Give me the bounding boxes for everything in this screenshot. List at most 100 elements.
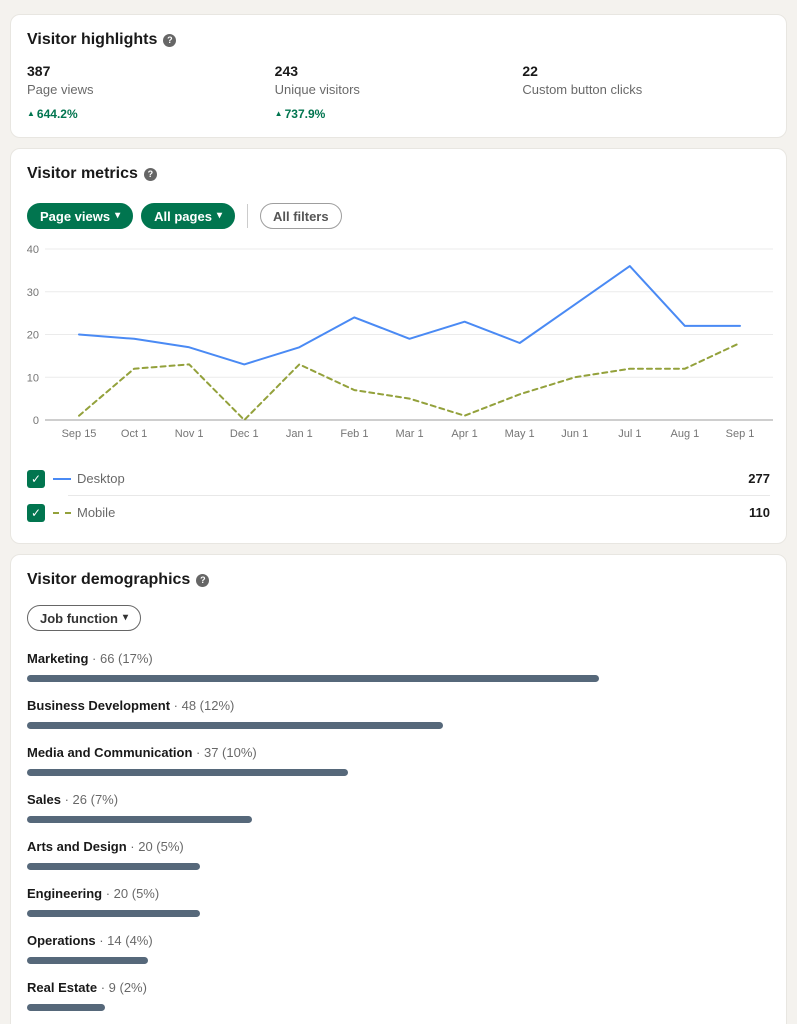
job-function-bar (27, 675, 600, 682)
demographic-row: Business Development · 48 (12%) (27, 698, 770, 729)
bar-track (27, 910, 770, 917)
demographic-row: Marketing · 66 (17%) (27, 651, 770, 682)
mobile-checkbox[interactable]: ✓ (27, 503, 45, 522)
all-pages-filter-dropdown[interactable]: All pages ▾ (141, 203, 235, 229)
svg-text:Jan 1: Jan 1 (286, 428, 313, 440)
job-function-count: · 26 (7%) (60, 792, 119, 807)
demographic-label: Marketing · 66 (17%) (27, 651, 770, 666)
demographic-label: Arts and Design · 20 (5%) (27, 839, 770, 854)
job-function-count: · 37 (10%) (192, 745, 257, 760)
svg-text:Aug 1: Aug 1 (671, 428, 700, 440)
demographic-label: Operations · 14 (4%) (27, 933, 770, 948)
bar-track (27, 769, 770, 776)
page-views-filter-dropdown[interactable]: Page views ▾ (27, 203, 134, 229)
stat-custom-button-clicks: 22 Custom button clicks (522, 63, 770, 121)
visitor-demographics-title-text: Visitor demographics (27, 571, 191, 588)
up-arrow-icon: ▲ (27, 109, 35, 118)
job-function-name: Arts and Design (27, 839, 127, 854)
bar-track (27, 722, 770, 729)
job-function-name: Operations (27, 933, 96, 948)
svg-text:30: 30 (27, 287, 39, 299)
job-function-bar (27, 863, 201, 870)
filter-label: Page views (40, 208, 111, 224)
metrics-filters: Page views ▾ All pages ▾ All filters (27, 203, 770, 229)
job-function-dropdown[interactable]: Job function ▾ (27, 605, 142, 631)
filter-label: All pages (154, 208, 212, 224)
demographic-label: Real Estate · 9 (2%) (27, 980, 770, 995)
job-function-name: Marketing (27, 651, 89, 666)
job-function-bar (27, 816, 253, 823)
job-function-bar (27, 769, 348, 776)
all-filters-button[interactable]: All filters (259, 203, 342, 229)
demographics-filter: Job function ▾ (27, 605, 770, 631)
demographic-row: Sales · 26 (7%) (27, 792, 770, 823)
svg-text:Apr 1: Apr 1 (451, 428, 477, 440)
demographics-list: Marketing · 66 (17%) Business Development… (27, 651, 770, 1024)
svg-text:10: 10 (27, 372, 39, 384)
svg-text:Oct 1: Oct 1 (121, 428, 147, 440)
demographic-label: Sales · 26 (7%) (27, 792, 770, 807)
job-function-count: · 66 (17%) (88, 651, 153, 666)
svg-text:Feb 1: Feb 1 (340, 428, 368, 440)
stat-label: Unique visitors (274, 82, 360, 97)
filter-label: All filters (272, 208, 329, 224)
legend-label: Desktop (77, 471, 125, 486)
help-icon[interactable]: ? (163, 33, 177, 47)
job-function-name: Media and Communication (27, 745, 193, 760)
stat-value: 22 (522, 63, 538, 79)
demographic-label: Engineering · 20 (5%) (27, 886, 770, 901)
desktop-line-sample (53, 477, 71, 480)
legend-label: Mobile (77, 505, 116, 520)
job-function-name: Business Development (27, 698, 171, 713)
demographic-row: Engineering · 20 (5%) (27, 886, 770, 917)
job-function-bar (27, 722, 444, 729)
visitor-metrics-line-chart: 0 10 20 30 40 Sep 15 Oct 1 Nov 1 Dec 1 Jan 1 Feb 1… (27, 243, 773, 446)
stat-change: ▲ 737.9% (275, 107, 523, 121)
job-function-count: · 9 (2%) (97, 980, 147, 995)
visitor-highlights-title: Visitor highlights ? (27, 31, 770, 49)
chevron-down-icon: ▾ (123, 612, 129, 623)
job-function-bar (27, 1004, 105, 1011)
job-function-name: Sales (27, 792, 61, 807)
svg-text:Dec 1: Dec 1 (230, 428, 259, 440)
stat-change-value: 644.2% (36, 107, 78, 121)
stat-label: Page views (27, 82, 94, 97)
svg-text:40: 40 (27, 244, 39, 256)
job-function-count: · 48 (12%) (170, 698, 235, 713)
chevron-down-icon: ▾ (216, 210, 222, 221)
bar-track (27, 1004, 770, 1011)
stat-value: 243 (274, 63, 299, 79)
visitor-metrics-title-text: Visitor metrics (27, 165, 138, 182)
job-function-name: Real Estate (27, 980, 98, 995)
highlight-stats: 387 Page views ▲ 644.2% 243 Unique visit… (27, 63, 770, 121)
legend-row-mobile: ✓ Mobile 110 (27, 498, 770, 527)
visitor-demographics-title: Visitor demographics ? (27, 571, 770, 589)
svg-text:0: 0 (33, 415, 39, 427)
visitor-highlights-title-text: Visitor highlights (27, 31, 158, 48)
demographic-row: Arts and Design · 20 (5%) (27, 839, 770, 870)
svg-text:Sep 15: Sep 15 (62, 428, 97, 440)
up-arrow-icon: ▲ (274, 109, 283, 118)
svg-text:Sep 1: Sep 1 (726, 428, 755, 440)
help-icon[interactable]: ? (143, 167, 157, 181)
legend-total: 110 (749, 505, 770, 520)
help-icon[interactable]: ? (196, 573, 210, 587)
svg-text:May 1: May 1 (505, 428, 535, 440)
svg-text:20: 20 (27, 330, 39, 342)
chart-legend: ✓ Desktop 277 ✓ Mobile 110 (27, 464, 770, 527)
job-function-count: · 20 (5%) (126, 839, 184, 854)
bar-track (27, 816, 770, 823)
stat-value: 387 (27, 63, 51, 79)
visitor-metrics-title: Visitor metrics ? (27, 165, 770, 183)
job-function-count: · 14 (4%) (95, 933, 153, 948)
filter-label: Job function (40, 610, 118, 626)
bar-track (27, 675, 770, 682)
demographic-row: Real Estate · 9 (2%) (27, 980, 770, 1011)
svg-text:Jun 1: Jun 1 (561, 428, 588, 440)
desktop-checkbox[interactable]: ✓ (27, 469, 45, 488)
svg-text:Mar 1: Mar 1 (395, 428, 423, 440)
legend-divider (68, 495, 770, 496)
legend-total: 277 (748, 471, 770, 486)
job-function-bar (27, 957, 149, 964)
